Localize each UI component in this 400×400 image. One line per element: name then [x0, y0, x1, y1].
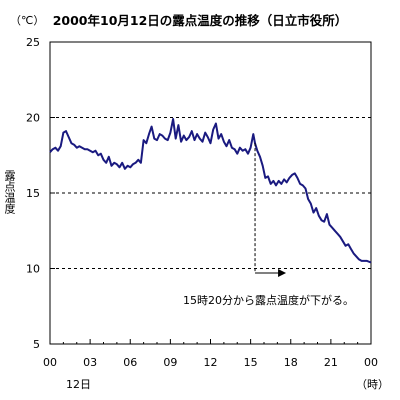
x-tick-label: 00: [364, 356, 378, 369]
x-tick-label: 00: [43, 356, 57, 369]
y-axis-label: 露点温度: [3, 170, 16, 214]
x-tick-label: 21: [324, 356, 338, 369]
series-line-dewpoint: [49, 118, 372, 264]
y-tick-label: 25: [26, 36, 40, 49]
day-label: 12日: [66, 378, 91, 391]
y-tick-label: 10: [26, 263, 40, 276]
x-tick-label: 15: [244, 356, 258, 369]
y-axis-unit: （℃）: [10, 14, 45, 27]
x-tick-label: 18: [284, 356, 298, 369]
x-tick-label: 06: [123, 356, 137, 369]
x-tick-label: 09: [163, 356, 177, 369]
chart-title: 2000年10月12日の露点温度の推移（日立市役所）: [52, 13, 348, 28]
x-axis-unit: （時）: [356, 378, 389, 391]
annotation-text: 15時20分から露点温度が下がる。: [183, 294, 354, 307]
annotation-arrow-head: [278, 269, 287, 278]
y-tick-label: 20: [26, 112, 40, 125]
y-tick-label: 5: [33, 338, 40, 351]
x-tick-label: 03: [83, 356, 97, 369]
x-tick-label: 12: [204, 356, 218, 369]
y-tick-label: 15: [26, 187, 40, 200]
